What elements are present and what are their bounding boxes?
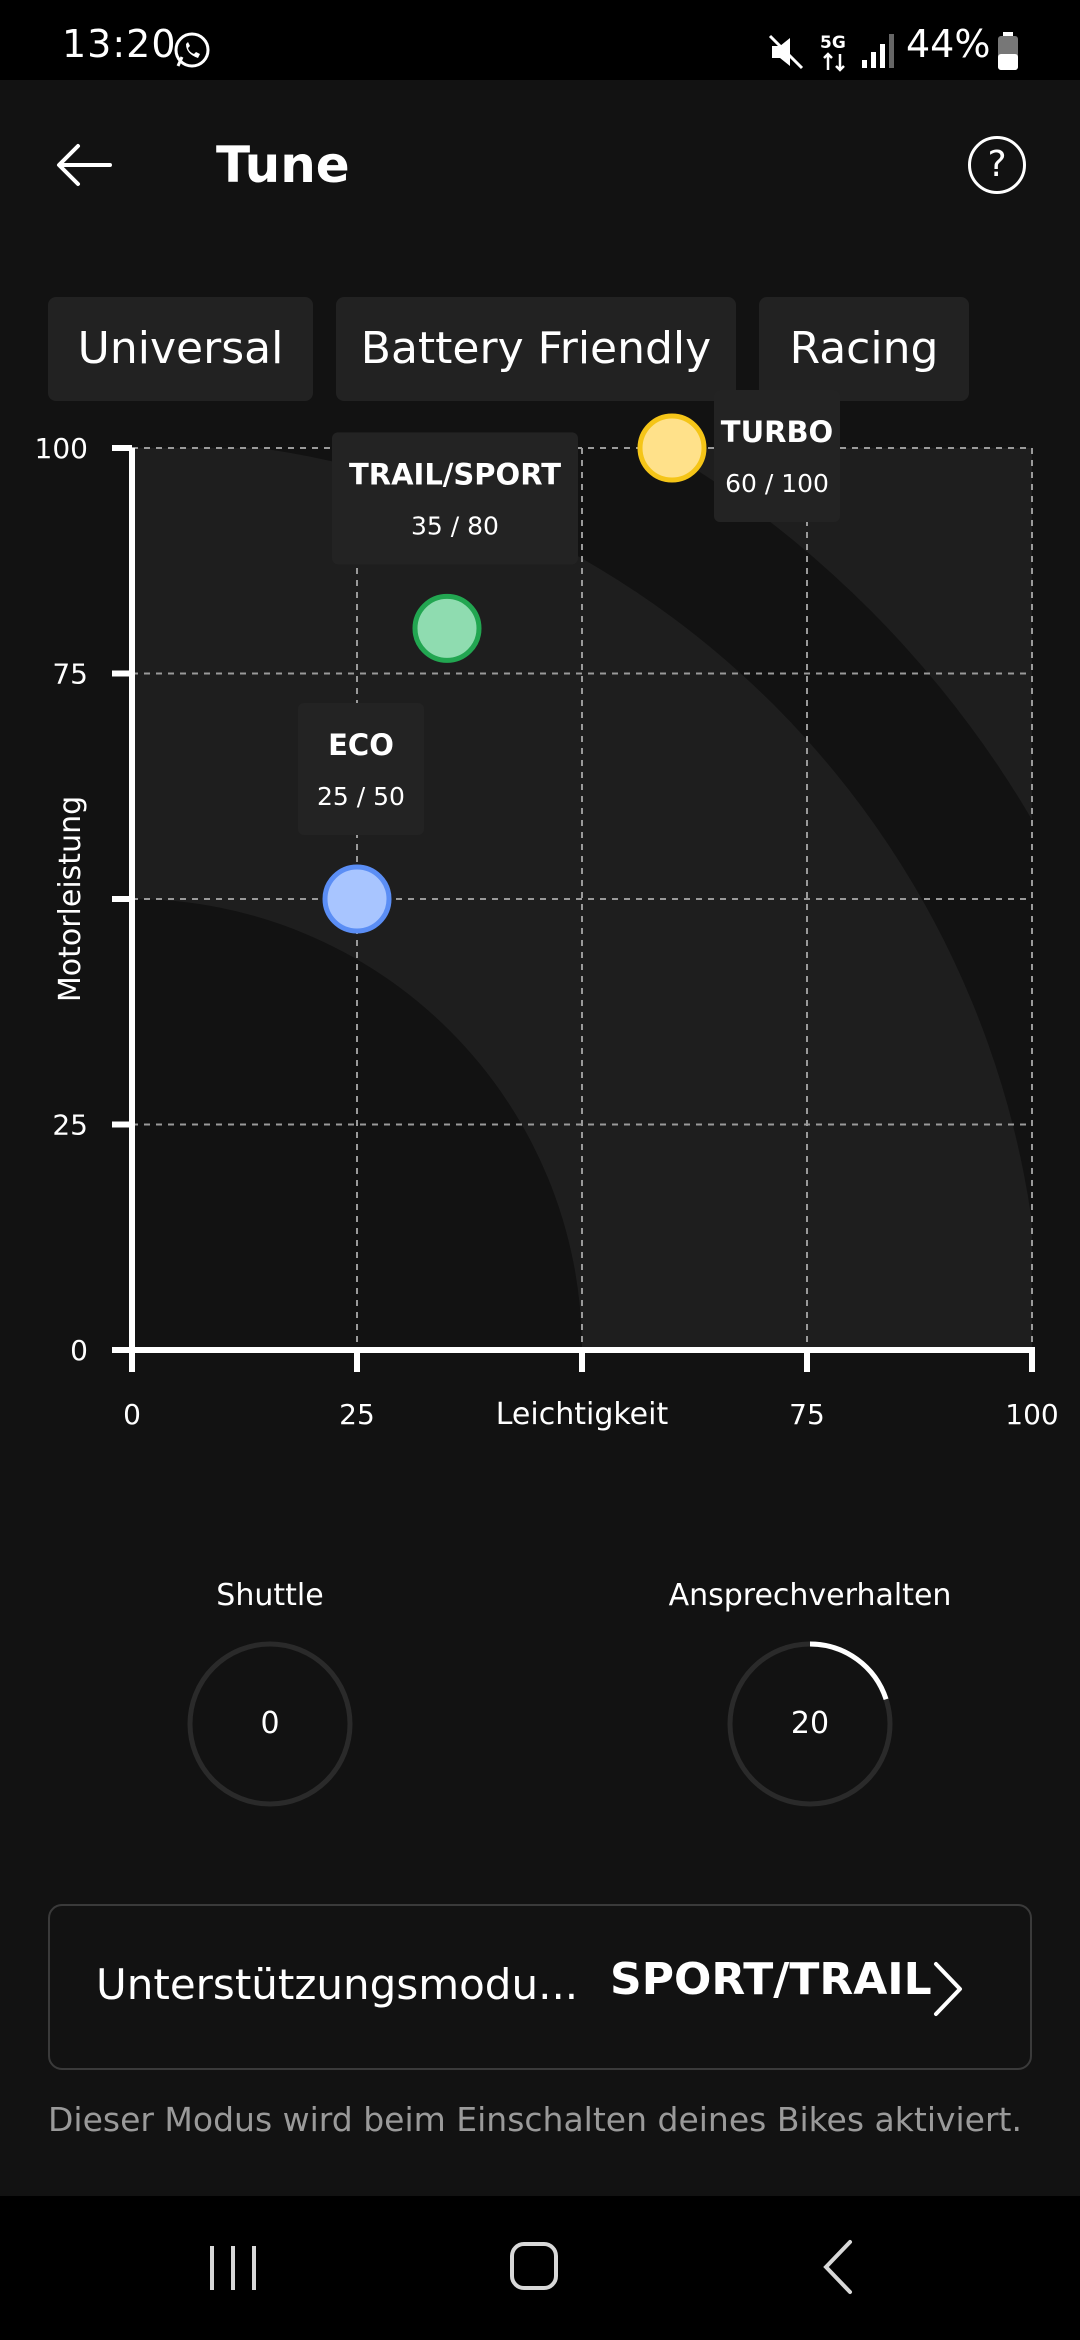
x-tick-label-25: 25 bbox=[339, 1398, 375, 1431]
back-nav-icon[interactable] bbox=[816, 2236, 862, 2298]
status-bar: 13:20 5G 44% bbox=[0, 0, 1080, 80]
ansprechverhalten-value: 20 bbox=[790, 1706, 830, 1741]
x-tick-label-0: 0 bbox=[123, 1398, 141, 1431]
preset-battery-friendly[interactable]: Battery Friendly bbox=[336, 297, 736, 401]
chart-ticks: 0 25 75 100 0 25 75 100 bbox=[35, 432, 1059, 1431]
y-tick-label-0: 0 bbox=[70, 1334, 88, 1367]
page-title: Tune bbox=[216, 136, 350, 194]
ansprechverhalten-dial[interactable] bbox=[726, 1640, 894, 1808]
point-value-eco: 25 / 50 bbox=[317, 782, 405, 811]
arrow-left-icon bbox=[57, 144, 112, 186]
preset-universal[interactable]: Universal bbox=[48, 297, 313, 401]
ansprechverhalten-dial-arc bbox=[809, 1641, 889, 1701]
point-trail-sport bbox=[412, 593, 482, 663]
point-name-turbo: TURBO bbox=[721, 415, 833, 449]
point-tooltip-trail-sport bbox=[332, 432, 578, 565]
whatsapp-icon bbox=[174, 32, 210, 68]
assist-mode-hint: Dieser Modus wird beim Einschalten deine… bbox=[48, 2100, 1022, 2139]
point-name-eco: ECO bbox=[328, 728, 394, 762]
assist-mode-row[interactable] bbox=[48, 1904, 1032, 2070]
point-turbo bbox=[637, 413, 707, 483]
point-value-turbo: 60 / 100 bbox=[725, 469, 829, 498]
y-axis-title: Motorleistung bbox=[53, 796, 88, 1002]
point-tooltip-eco bbox=[298, 703, 424, 835]
x-tick-label-75: 75 bbox=[789, 1398, 825, 1431]
preset-racing[interactable]: Racing bbox=[759, 297, 969, 401]
shuttle-value: 0 bbox=[260, 1706, 280, 1741]
ansprechverhalten-label: Ansprechverhalten bbox=[668, 1578, 952, 1613]
y-tick-label-75: 75 bbox=[52, 658, 88, 691]
home-icon[interactable] bbox=[504, 2236, 564, 2296]
point-eco bbox=[322, 864, 392, 934]
chart-grid bbox=[132, 447, 1033, 1350]
mute-icon bbox=[768, 34, 804, 70]
chart-band-0 bbox=[660, 448, 1032, 820]
chart-points: ECO 25 / 50 TRAIL/SPORT 35 / 80 TURBO 60 / 10… bbox=[298, 390, 840, 934]
status-time: 13:20 bbox=[62, 22, 177, 66]
svg-text:5G: 5G bbox=[820, 33, 846, 53]
recents-icon[interactable] bbox=[200, 2238, 266, 2298]
battery-icon bbox=[998, 32, 1018, 70]
assist-mode-label: Unterstützungsmodu... bbox=[96, 1960, 579, 2009]
chart-bands bbox=[132, 448, 1032, 1350]
network-5g-icon: 5G bbox=[820, 33, 846, 72]
y-tick-label-25: 25 bbox=[52, 1109, 88, 1142]
back-button[interactable] bbox=[50, 130, 120, 200]
tune-chart: 0 25 75 100 0 25 75 100 Leichtigkeit Motorleist… bbox=[35, 390, 1059, 1432]
signal-icon bbox=[862, 34, 894, 68]
point-tooltip-turbo bbox=[714, 390, 840, 522]
battery-percentage: 44% bbox=[906, 22, 991, 66]
x-tick-label-100: 100 bbox=[1005, 1398, 1058, 1431]
assist-mode-value: SPORT/TRAIL bbox=[610, 1954, 932, 2005]
shuttle-dial[interactable] bbox=[186, 1640, 354, 1808]
point-name-trail-sport: TRAIL/SPORT bbox=[349, 457, 561, 491]
help-button[interactable]: ? bbox=[968, 136, 1026, 194]
point-value-trail-sport: 35 / 80 bbox=[411, 511, 499, 540]
navigation-bar bbox=[0, 2196, 1080, 2340]
shuttle-label: Shuttle bbox=[216, 1578, 324, 1613]
chevron-right-icon bbox=[934, 1962, 962, 2016]
x-axis-title: Leichtigkeit bbox=[496, 1397, 669, 1432]
question-circle-icon: ? bbox=[987, 144, 1007, 185]
y-tick-label-100: 100 bbox=[35, 432, 88, 465]
